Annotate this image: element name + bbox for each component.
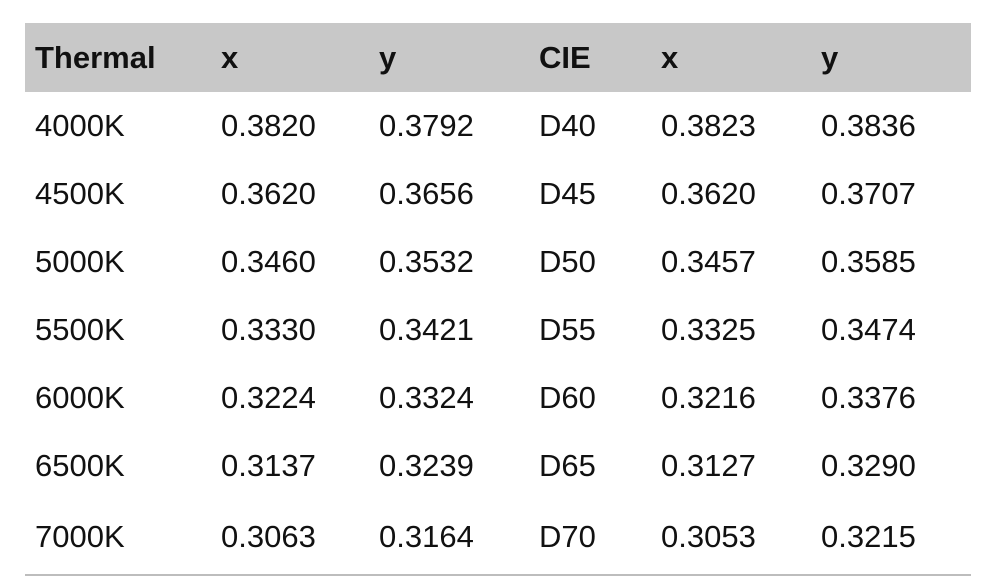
cell-thermal-y: 0.3239 [379, 448, 474, 483]
cell-cie: D40 [539, 108, 596, 143]
cell-cie-x: 0.3053 [651, 500, 811, 576]
cell-thermal-x: 0.3224 [221, 380, 316, 415]
cell-thermal: 7000K [25, 500, 211, 576]
cell-thermal-y: 0.3421 [379, 312, 474, 347]
header-thermal-x: x [221, 39, 239, 75]
header-row: Thermal x y CIE x y [25, 23, 971, 92]
cell-cie-y: 0.3376 [821, 380, 916, 415]
cell-cie-x: 0.3325 [661, 312, 756, 347]
cell-thermal-y: 0.3656 [379, 176, 474, 211]
data-table-container: Thermal x y CIE x y 4000K 0.3820 0.3792 … [25, 23, 971, 576]
cell-thermal-x: 0.3620 [221, 176, 316, 211]
cell-thermal: 5500K [35, 312, 125, 347]
cell-thermal-x: 0.3063 [211, 500, 369, 576]
cell-thermal: 4000K [35, 108, 125, 143]
table-header: Thermal x y CIE x y [25, 23, 971, 92]
header-thermal: Thermal [35, 39, 156, 75]
cell-cie-x: 0.3823 [661, 108, 756, 143]
cell-thermal-y: 0.3532 [379, 244, 474, 279]
color-temperature-table: Thermal x y CIE x y 4000K 0.3820 0.3792 … [25, 23, 971, 576]
cell-thermal-x: 0.3330 [221, 312, 316, 347]
cell-cie-x: 0.3457 [661, 244, 756, 279]
cell-thermal-x: 0.3137 [221, 448, 316, 483]
cell-cie: D70 [529, 500, 651, 576]
cell-thermal: 4500K [35, 176, 125, 211]
header-cie: CIE [539, 39, 591, 75]
cell-thermal: 6500K [35, 448, 125, 483]
cell-cie-y: 0.3707 [821, 176, 916, 211]
cell-cie-x: 0.3216 [661, 380, 756, 415]
cell-cie-x: 0.3127 [661, 448, 756, 483]
header-cie-x: x [661, 39, 679, 75]
cell-cie-y: 0.3215 [811, 500, 971, 576]
table-row: 7000K 0.3063 0.3164 D70 0.3053 0.3215 [25, 500, 971, 576]
table-row: 5000K 0.3460 0.3532 D50 0.3457 0.3585 [25, 228, 971, 296]
cell-cie-x: 0.3620 [661, 176, 756, 211]
cell-thermal: 6000K [35, 380, 125, 415]
cell-thermal-y: 0.3324 [379, 380, 474, 415]
table-row: 5500K 0.3330 0.3421 D55 0.3325 0.3474 [25, 296, 971, 364]
cell-cie-y: 0.3290 [821, 448, 916, 483]
header-thermal-y: y [379, 39, 397, 75]
cell-cie: D50 [539, 244, 596, 279]
cell-thermal-x: 0.3460 [221, 244, 316, 279]
table-row: 6500K 0.3137 0.3239 D65 0.3127 0.3290 [25, 432, 971, 500]
cell-thermal-x: 0.3820 [221, 108, 316, 143]
cell-thermal-y: 0.3164 [369, 500, 529, 576]
table-body: 4000K 0.3820 0.3792 D40 0.3823 0.3836 45… [25, 92, 971, 576]
cell-cie: D60 [539, 380, 596, 415]
cell-cie: D55 [539, 312, 596, 347]
cell-cie-y: 0.3836 [821, 108, 916, 143]
cell-cie-y: 0.3474 [821, 312, 916, 347]
table-row: 4000K 0.3820 0.3792 D40 0.3823 0.3836 [25, 92, 971, 160]
table-row: 6000K 0.3224 0.3324 D60 0.3216 0.3376 [25, 364, 971, 432]
header-cie-y: y [821, 39, 839, 75]
cell-thermal-y: 0.3792 [379, 108, 474, 143]
cell-thermal: 5000K [35, 244, 125, 279]
cell-cie: D65 [539, 448, 596, 483]
cell-cie-y: 0.3585 [821, 244, 916, 279]
cell-cie: D45 [539, 176, 596, 211]
table-row: 4500K 0.3620 0.3656 D45 0.3620 0.3707 [25, 160, 971, 228]
